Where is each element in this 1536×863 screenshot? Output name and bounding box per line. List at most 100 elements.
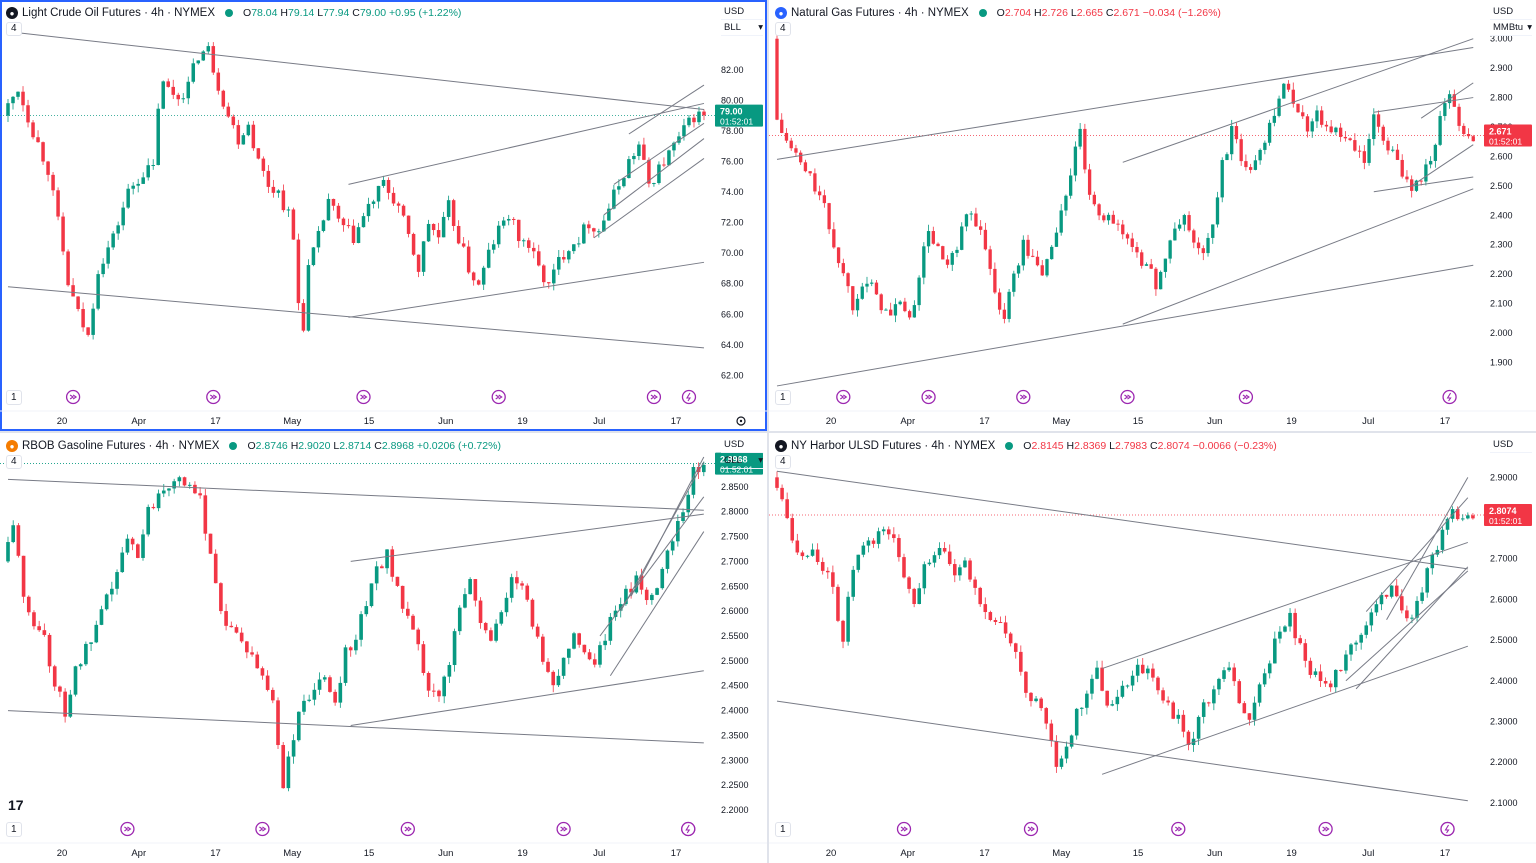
currency-unit-box[interactable]: USD BLL ▾ [721, 4, 763, 36]
currency-label[interactable]: USD [724, 439, 745, 450]
candle [1156, 675, 1160, 695]
candle [81, 302, 85, 332]
candle [1039, 696, 1043, 711]
candle [983, 222, 988, 251]
range-badge[interactable]: 1 [775, 822, 791, 837]
indicator-count-badge[interactable]: 4 [775, 22, 791, 36]
candle [376, 185, 381, 209]
currency-unit-box[interactable]: USD GLL ▾ [721, 437, 763, 469]
candle-body [1196, 242, 1201, 249]
candle [47, 632, 52, 673]
candle [1120, 680, 1125, 699]
chart-pane-natural-gas[interactable]: ● Natural Gas Futures · 4h · NYMEX O2.70… [769, 0, 1536, 431]
candle [255, 651, 260, 669]
tradingview-logo[interactable]: 17 [8, 797, 24, 813]
candle [1054, 227, 1059, 247]
range-badge[interactable]: 1 [6, 822, 22, 837]
candle-body [795, 540, 800, 553]
indicator-count-badge[interactable]: 4 [6, 455, 22, 469]
trend-line [1411, 144, 1474, 187]
candle-body [617, 186, 621, 190]
candle [1049, 719, 1054, 747]
candle-body [526, 240, 531, 248]
candle-body [1021, 239, 1025, 266]
unit-label[interactable]: GLL [724, 455, 742, 466]
candle [84, 641, 88, 667]
time-axis-tick: 15 [364, 848, 375, 859]
event-marker-icon [1016, 389, 1031, 405]
chart-pane-rbob-gasoline[interactable]: ● RBOB Gasoline Futures · 4h · NYMEX O2.… [0, 433, 767, 863]
symbol-title[interactable]: NY Harbor ULSD Futures · 4h · NYMEX [791, 440, 996, 452]
indicator-count-badge[interactable]: 4 [6, 22, 22, 36]
price-axis-tick: 3.000 [1490, 34, 1513, 44]
price-label-value: 2.8968 [720, 455, 748, 465]
currency-label[interactable]: USD [724, 6, 745, 17]
candle [1146, 665, 1150, 680]
candle-body [221, 90, 226, 107]
candle-body [1003, 622, 1008, 634]
price-chart[interactable]: 2.8500 2.8000 2.7500 2.7000 2.6500 2.6000 2.55… [0, 433, 767, 863]
currency-label[interactable]: USD [1493, 439, 1514, 450]
range-badge[interactable]: 1 [775, 390, 791, 405]
candle [1026, 234, 1030, 259]
candle-body [130, 538, 135, 545]
price-chart[interactable]: 3.0002.9002.8002.7002.6002.5002.4002.300… [769, 0, 1536, 431]
currency-unit-box[interactable]: USD MMBtu ▾ [1490, 4, 1532, 36]
candle-body [1217, 678, 1221, 690]
chart-pane-ulsd[interactable]: ● NY Harbor ULSD Futures · 4h · NYMEX O2… [769, 433, 1536, 863]
candle-body [1262, 673, 1267, 685]
candle [1400, 154, 1404, 179]
event-marker-icon [556, 821, 571, 837]
candle-body [1092, 194, 1097, 205]
candle-body [1381, 126, 1385, 141]
candle-body [431, 690, 436, 692]
candle-body [343, 647, 348, 683]
candle-body [1320, 110, 1324, 125]
candle [1059, 755, 1064, 770]
candle-body [411, 233, 416, 255]
symbol-title[interactable]: RBOB Gasoline Futures · 4h · NYMEX [22, 440, 220, 452]
candle-body [468, 579, 472, 595]
time-axis-tick: May [1052, 416, 1070, 427]
candle-body [1364, 625, 1369, 635]
candle [52, 664, 57, 691]
candle-body [61, 216, 65, 252]
unit-label[interactable]: BLL [724, 22, 741, 33]
candle [968, 558, 972, 583]
candle-body [861, 545, 866, 555]
candle-body [799, 152, 803, 163]
candle [592, 227, 596, 238]
candle-body [974, 213, 978, 227]
indicator-count-badge[interactable]: 4 [775, 455, 791, 469]
candle-body [486, 249, 491, 268]
unit-label[interactable]: MMBtu [1493, 22, 1524, 33]
candle-body [56, 190, 60, 217]
range-badge[interactable]: 1 [6, 390, 22, 405]
candle [41, 141, 45, 165]
price-chart[interactable]: 82.00 80.00 78.00 76.00 74.00 72.00 70.00 68.00… [0, 0, 767, 431]
candle [1405, 170, 1409, 183]
currency-label[interactable]: USD [1493, 6, 1514, 17]
candle [36, 130, 40, 143]
candle-body [874, 282, 879, 295]
candle-body [256, 148, 261, 159]
candle [89, 642, 93, 652]
price-chart[interactable]: 2.90002.80002.70002.60002.50002.40002.30… [769, 433, 1536, 863]
candle-body [509, 577, 514, 598]
candle [1154, 266, 1158, 296]
candle [1267, 119, 1272, 146]
candle [311, 247, 316, 267]
currency-unit-box[interactable]: USD [1490, 437, 1532, 453]
chart-pane-crude-oil[interactable]: ● Light Crude Oil Futures · 4h · NYMEX O… [0, 0, 767, 431]
candle [1247, 713, 1252, 726]
candle-body [1369, 612, 1374, 626]
candle [286, 206, 291, 217]
candle [341, 217, 346, 232]
candle-body [826, 570, 830, 573]
price-axis-tick: 2.2000 [721, 805, 749, 815]
symbol-title[interactable]: Natural Gas Futures · 4h · NYMEX [791, 7, 969, 19]
candle [265, 670, 270, 692]
symbol-title[interactable]: Light Crude Oil Futures · 4h · NYMEX [22, 7, 216, 19]
time-axis-tick: Jun [1207, 848, 1222, 859]
candle-body [255, 654, 260, 669]
